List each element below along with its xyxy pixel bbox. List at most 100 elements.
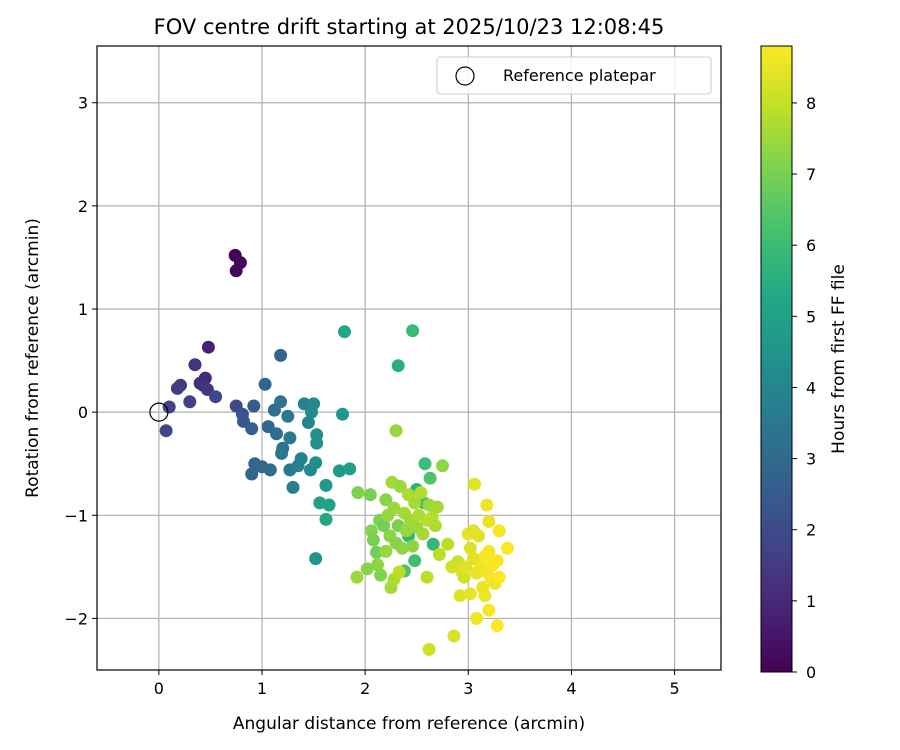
data-point xyxy=(283,431,297,445)
data-point xyxy=(245,422,259,436)
data-point xyxy=(294,452,308,466)
data-point xyxy=(319,478,333,492)
data-point xyxy=(343,462,357,476)
data-point xyxy=(406,539,420,553)
reference-platepar-marker xyxy=(149,402,169,422)
data-point xyxy=(467,524,480,538)
data-point xyxy=(309,552,323,566)
colorbar-tick-label: 6 xyxy=(806,236,816,255)
colorbar-ticks: 0 1 2 3 4 5 6 7 8 xyxy=(792,94,816,682)
data-point xyxy=(430,500,444,514)
colorbar-tick-label: 0 xyxy=(806,663,816,682)
data-point xyxy=(332,464,346,478)
data-point xyxy=(432,548,446,561)
data-point xyxy=(470,611,484,625)
y-tick-label: 3 xyxy=(78,94,88,113)
data-point xyxy=(366,533,380,547)
data-point xyxy=(379,544,393,558)
data-point xyxy=(229,264,243,278)
data-point xyxy=(408,554,422,568)
data-point xyxy=(463,541,477,555)
data-point xyxy=(275,446,289,460)
data-point xyxy=(436,459,449,473)
data-point xyxy=(492,570,506,584)
data-point xyxy=(305,405,318,419)
data-point xyxy=(453,589,467,603)
data-point xyxy=(170,381,184,395)
y-tick-label: −1 xyxy=(64,506,88,525)
data-point xyxy=(201,340,215,354)
data-point xyxy=(188,358,202,372)
data-point xyxy=(408,496,422,510)
data-point xyxy=(389,424,403,438)
data-point xyxy=(418,457,432,471)
colorbar: 0 1 2 3 4 5 6 7 8 Hours from first FF file xyxy=(760,45,849,682)
data-point xyxy=(274,395,288,409)
y-axis-ticks: −2 −1 0 1 2 3 xyxy=(64,94,97,628)
data-point xyxy=(338,325,351,339)
data-point xyxy=(406,324,420,338)
y-tick-label: 1 xyxy=(78,300,88,319)
data-point xyxy=(159,424,173,438)
data-point xyxy=(286,480,300,494)
data-point xyxy=(336,407,349,421)
data-point xyxy=(482,515,496,528)
colorbar-tick-label: 2 xyxy=(806,521,816,540)
data-point xyxy=(319,512,333,526)
data-point xyxy=(492,524,506,538)
data-point xyxy=(426,537,440,551)
data-point xyxy=(263,463,277,477)
data-point xyxy=(374,568,388,582)
data-point xyxy=(274,348,288,362)
data-point xyxy=(322,498,336,512)
legend-reference-icon xyxy=(455,66,475,86)
data-point xyxy=(420,570,434,584)
x-tick-label: 3 xyxy=(463,679,473,698)
colorbar-label: Hours from first FF file xyxy=(829,264,849,454)
x-tick-label: 1 xyxy=(257,679,267,698)
colorbar-tick-label: 4 xyxy=(806,378,816,397)
data-point xyxy=(350,570,364,584)
data-point xyxy=(281,409,295,423)
x-tick-label: 4 xyxy=(566,679,576,698)
data-point xyxy=(459,560,473,574)
x-tick-label: 2 xyxy=(360,679,370,698)
y-axis-label: Rotation from reference (arcmin) xyxy=(23,218,43,498)
x-axis-ticks: 0 1 2 3 4 5 xyxy=(154,670,680,698)
reference-marker-group xyxy=(149,402,169,422)
data-point xyxy=(416,527,430,541)
data-point xyxy=(301,416,315,429)
data-point xyxy=(310,436,324,450)
data-point xyxy=(393,479,407,493)
x-axis-label: Angular distance from reference (arcmin) xyxy=(233,714,585,734)
data-point xyxy=(162,400,176,414)
data-point xyxy=(490,619,504,633)
grid-lines xyxy=(97,46,721,670)
legend: Reference platepar xyxy=(436,56,712,95)
data-point xyxy=(428,519,442,533)
data-point xyxy=(490,554,504,568)
data-point xyxy=(445,560,459,574)
colorbar-tick-label: 7 xyxy=(806,165,816,184)
x-tick-label: 5 xyxy=(669,679,679,698)
data-point xyxy=(245,467,259,481)
data-points xyxy=(159,248,514,656)
legend-entry-label: Reference platepar xyxy=(503,66,656,85)
data-point xyxy=(422,642,436,656)
data-point xyxy=(183,395,197,409)
legend-box xyxy=(436,56,712,95)
colorbar-tick-label: 8 xyxy=(806,94,816,113)
colorbar-tick-label: 1 xyxy=(806,592,816,611)
data-point xyxy=(309,456,323,470)
colorbar-tick-label: 5 xyxy=(806,307,816,326)
data-point xyxy=(392,565,406,579)
data-point xyxy=(391,359,405,373)
data-point xyxy=(258,377,272,391)
data-point xyxy=(463,587,477,601)
plot-frame xyxy=(96,45,722,671)
data-point xyxy=(414,486,428,500)
data-point xyxy=(399,524,413,538)
y-tick-label: 0 xyxy=(78,403,88,422)
data-point xyxy=(457,570,471,584)
